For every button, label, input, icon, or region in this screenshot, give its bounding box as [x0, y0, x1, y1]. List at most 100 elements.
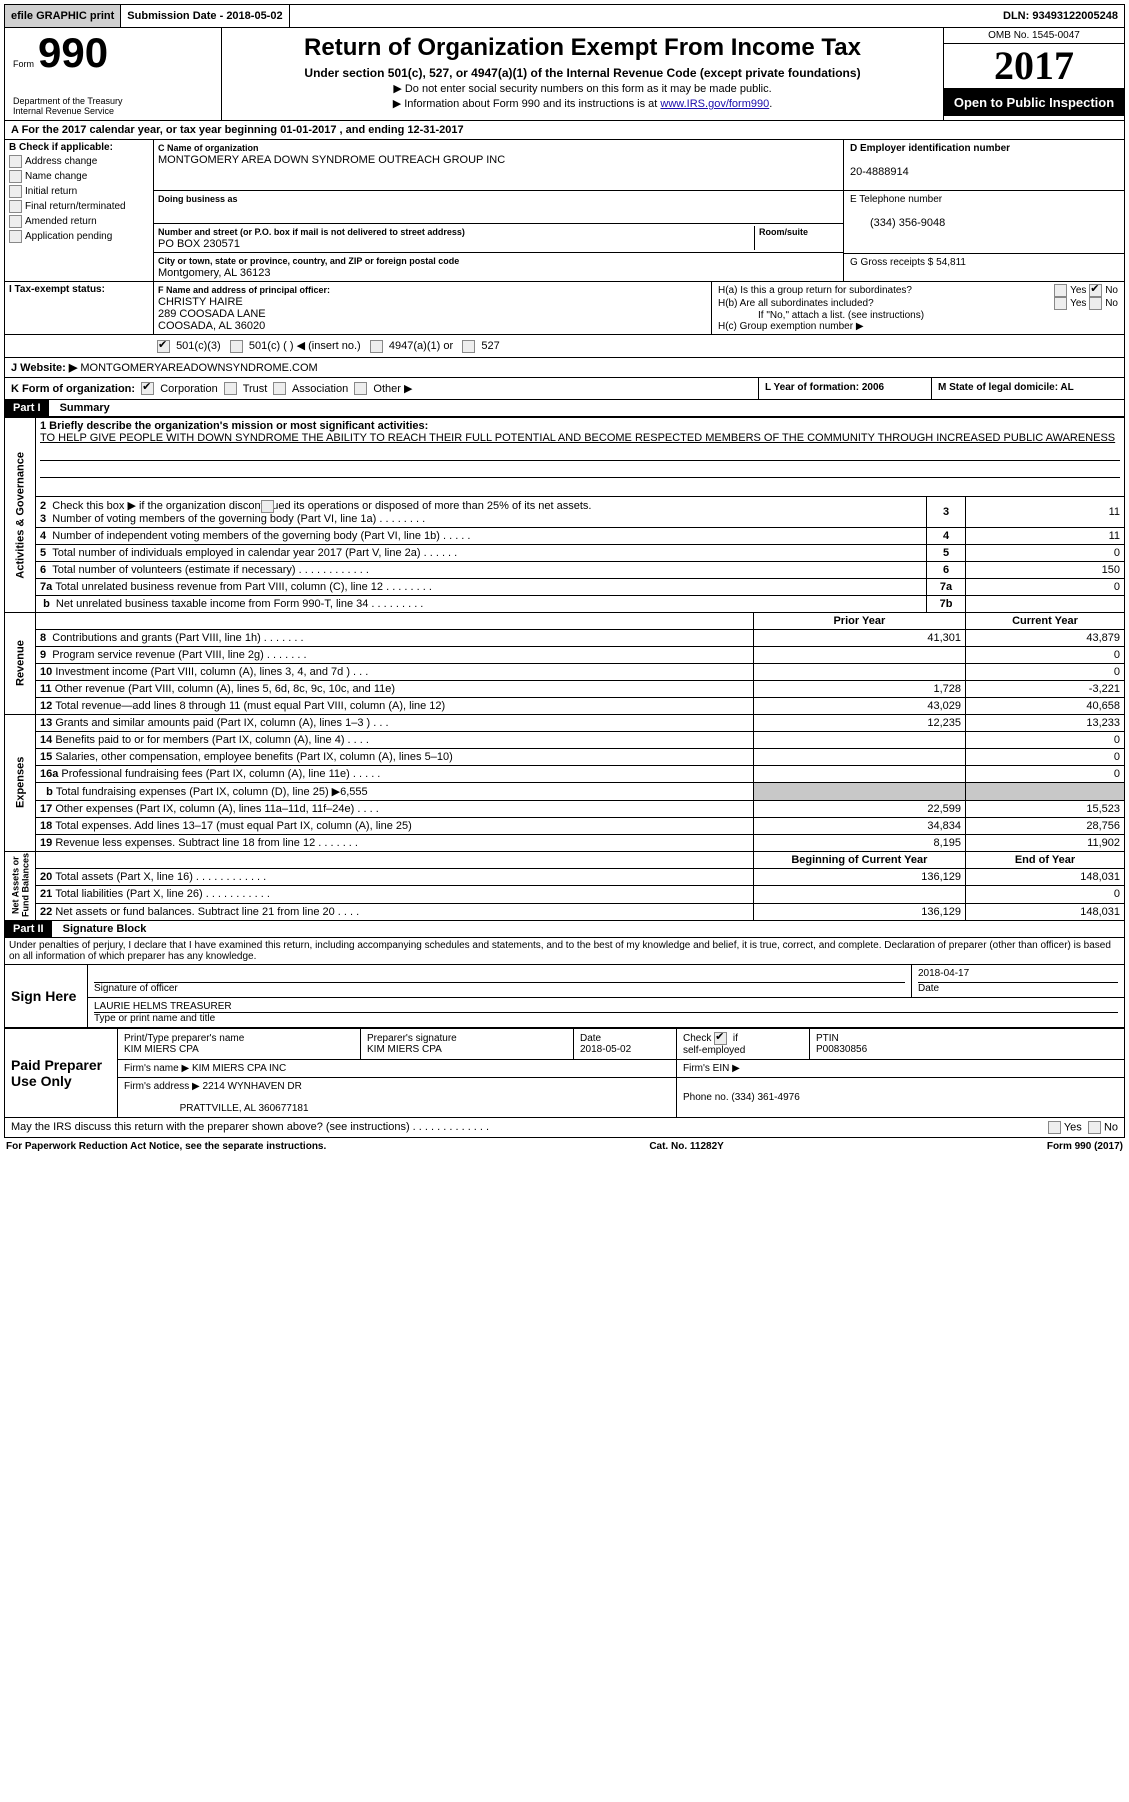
officer-name: CHRISTY HAIRE — [158, 296, 243, 308]
part1-row: Part I Summary — [4, 400, 1125, 417]
klm-row: K Form of organization: Corporation Trus… — [4, 378, 1125, 401]
gov-l7b: Net unrelated business taxable income fr… — [56, 598, 423, 610]
cb-501c[interactable] — [230, 340, 243, 353]
discuss-yes: Yes — [1064, 1121, 1082, 1133]
rev-12-p: 43,029 — [753, 697, 965, 714]
cb-discuss-no[interactable] — [1088, 1121, 1101, 1134]
k-lbl: K Form of organization: — [11, 383, 135, 395]
hdr-end: End of Year — [966, 851, 1125, 868]
cb-initial[interactable] — [9, 185, 22, 198]
cb-trust[interactable] — [224, 382, 237, 395]
lbl-name-change: Name change — [25, 171, 87, 182]
sig-date-lbl: Date — [918, 983, 939, 994]
cb-other[interactable] — [354, 382, 367, 395]
penalty-text: Under penalties of perjury, I declare th… — [4, 938, 1125, 965]
city-val: Montgomery, AL 36123 — [158, 267, 271, 279]
website-val: MONTGOMERYAREADOWNSYNDROME.COM — [80, 362, 317, 374]
submission-date: Submission Date - 2018-05-02 — [121, 5, 289, 27]
exp-17-c: 15,523 — [966, 800, 1125, 817]
cb-discuss-yes[interactable] — [1048, 1121, 1061, 1134]
part1-hdr: Part I — [5, 400, 49, 416]
exp-16b-gray-c — [966, 782, 1125, 800]
opt-501c: 501(c) ( ) ◀ (insert no.) — [249, 340, 361, 352]
hb-lbl: H(b) Are all subordinates included? — [718, 298, 874, 309]
f-cell: F Name and address of principal officer:… — [154, 282, 712, 334]
rev-8-p: 41,301 — [753, 629, 965, 646]
cb-discontinued[interactable] — [261, 500, 274, 513]
cb-corp[interactable] — [141, 382, 154, 395]
cb-address-change[interactable] — [9, 155, 22, 168]
rule-3 — [40, 482, 1120, 494]
i-spacer — [5, 335, 153, 357]
exp-l17: Other expenses (Part IX, column (A), lin… — [55, 803, 378, 815]
exp-19-p: 8,195 — [753, 834, 965, 851]
cb-amended[interactable] — [9, 215, 22, 228]
na-l21: Total liabilities (Part X, line 26) . . … — [55, 888, 270, 900]
box-5: 5 — [927, 544, 966, 561]
dept-label: Department of the Treasury Internal Reve… — [13, 96, 213, 116]
lbl-app-pending: Application pending — [25, 231, 112, 242]
sign-table: Sign Here Signature of officer 2018-04-1… — [4, 965, 1125, 1028]
ha-no: No — [1105, 285, 1118, 296]
exp-l14: Benefits paid to or for members (Part IX… — [55, 734, 369, 746]
g-lbl: G Gross receipts $ 54,811 — [850, 257, 966, 268]
cb-527[interactable] — [462, 340, 475, 353]
rev-9-c: 0 — [966, 646, 1125, 663]
pdate: 2018-05-02 — [580, 1044, 631, 1055]
exp-16b-gray-p — [753, 782, 965, 800]
na-20-c: 148,031 — [966, 869, 1125, 886]
lbl-initial: Initial return — [25, 186, 77, 197]
e-lbl: E Telephone number — [850, 194, 942, 205]
cb-hb-yes[interactable] — [1054, 297, 1067, 310]
d-lbl: D Employer identification number — [850, 143, 1010, 154]
sign-here-lbl: Sign Here — [5, 965, 88, 1028]
dln: DLN: 93493122005248 — [997, 5, 1124, 27]
exp-13-c: 13,233 — [966, 714, 1125, 731]
addr-lbl: Number and street (or P.O. box if mail i… — [158, 227, 465, 237]
cb-app-pending[interactable] — [9, 230, 22, 243]
na-20-p: 136,129 — [753, 869, 965, 886]
exp-l16b: Total fundraising expenses (Part IX, col… — [56, 786, 368, 798]
cb-hb-no[interactable] — [1089, 297, 1102, 310]
paid-table: Paid Preparer Use Only Print/Type prepar… — [4, 1028, 1125, 1118]
cb-final[interactable] — [9, 200, 22, 213]
footer-left: For Paperwork Reduction Act Notice, see … — [6, 1141, 326, 1152]
cb-501c3[interactable] — [157, 340, 170, 353]
tax-year: 2017 — [944, 44, 1124, 89]
lbl-final: Final return/terminated — [25, 201, 126, 212]
city-lbl: City or town, state or province, country… — [158, 256, 459, 266]
exp-14-c: 0 — [966, 731, 1125, 748]
cb-assoc[interactable] — [273, 382, 286, 395]
pdate-lbl: Date — [580, 1033, 601, 1044]
opt-501c3: 501(c)(3) — [176, 340, 221, 352]
cb-self-employed[interactable] — [714, 1032, 727, 1045]
gov-l6: Total number of volunteers (estimate if … — [52, 564, 369, 576]
part2-title: Signature Block — [55, 923, 147, 935]
box-4: 4 — [927, 527, 966, 544]
val-7a: 0 — [966, 578, 1125, 595]
exp-15-p — [753, 748, 965, 765]
cb-4947[interactable] — [370, 340, 383, 353]
cb-ha-yes[interactable] — [1054, 284, 1067, 297]
psig: KIM MIERS CPA — [367, 1044, 442, 1055]
cb-name-change[interactable] — [9, 170, 22, 183]
rev-10-p — [753, 663, 965, 680]
info-block: B Check if applicable: Address change Na… — [4, 140, 1125, 282]
exp-l18: Total expenses. Add lines 13–17 (must eq… — [55, 820, 411, 832]
pphone: Phone no. (334) 361-4976 — [683, 1092, 800, 1103]
irs-link[interactable]: www.IRS.gov/form990 — [660, 98, 769, 110]
h-cell: H(a) Is this a group return for subordin… — [712, 282, 1124, 334]
gov-l5: Total number of individuals employed in … — [52, 547, 457, 559]
exp-15-c: 0 — [966, 748, 1125, 765]
form-number: 990 — [38, 32, 108, 74]
hc-lbl: H(c) Group exemption number ▶ — [718, 321, 1118, 332]
l-cell: L Year of formation: 2006 — [759, 378, 932, 400]
rule-2 — [40, 465, 1120, 478]
cb-ha-no[interactable] — [1089, 284, 1102, 297]
paid-lbl: Paid Preparer Use Only — [5, 1028, 118, 1117]
rev-l8: Contributions and grants (Part VIII, lin… — [52, 632, 303, 644]
rev-l12: Total revenue—add lines 8 through 11 (mu… — [55, 700, 445, 712]
na-l20: Total assets (Part X, line 16) . . . . .… — [55, 871, 266, 883]
paddr2: PRATTVILLE, AL 360677181 — [180, 1103, 309, 1114]
form-subtitle: Under section 501(c), 527, or 4947(a)(1)… — [230, 66, 935, 80]
